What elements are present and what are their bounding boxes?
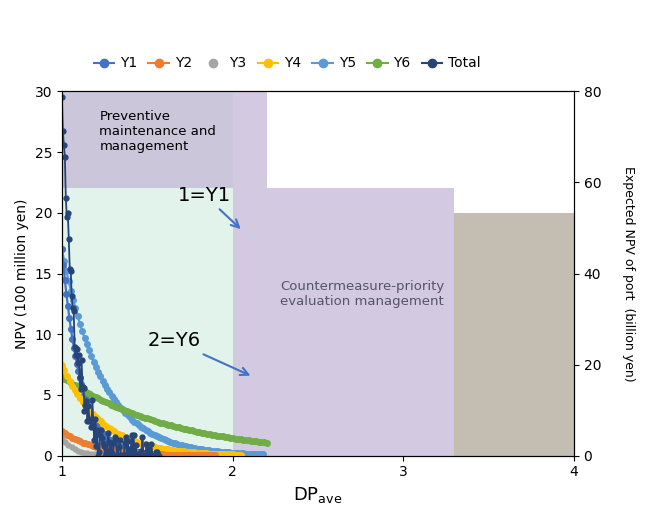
Y-axis label: NPV (100 million yen): NPV (100 million yen)	[15, 198, 29, 349]
Bar	[233, 188, 454, 456]
Legend: Y1, Y2, Y3, Y4, Y5, Y6, Total: Y1, Y2, Y3, Y4, Y5, Y6, Total	[88, 51, 486, 76]
Text: Preventive
maintenance and
management: Preventive maintenance and management	[99, 110, 216, 152]
Y-axis label: Expected NPV of port  (billion yen): Expected NPV of port (billion yen)	[622, 166, 635, 381]
Text: Countermeasure-priority
evaluation management: Countermeasure-priority evaluation manag…	[280, 280, 445, 308]
Bar	[62, 92, 233, 456]
Text: 1=Y1: 1=Y1	[178, 186, 239, 228]
Bar	[454, 213, 574, 456]
X-axis label: DP$_\mathregular{ave}$: DP$_\mathregular{ave}$	[293, 485, 343, 505]
Bar	[62, 92, 266, 188]
Text: 2=Y6: 2=Y6	[147, 331, 248, 375]
